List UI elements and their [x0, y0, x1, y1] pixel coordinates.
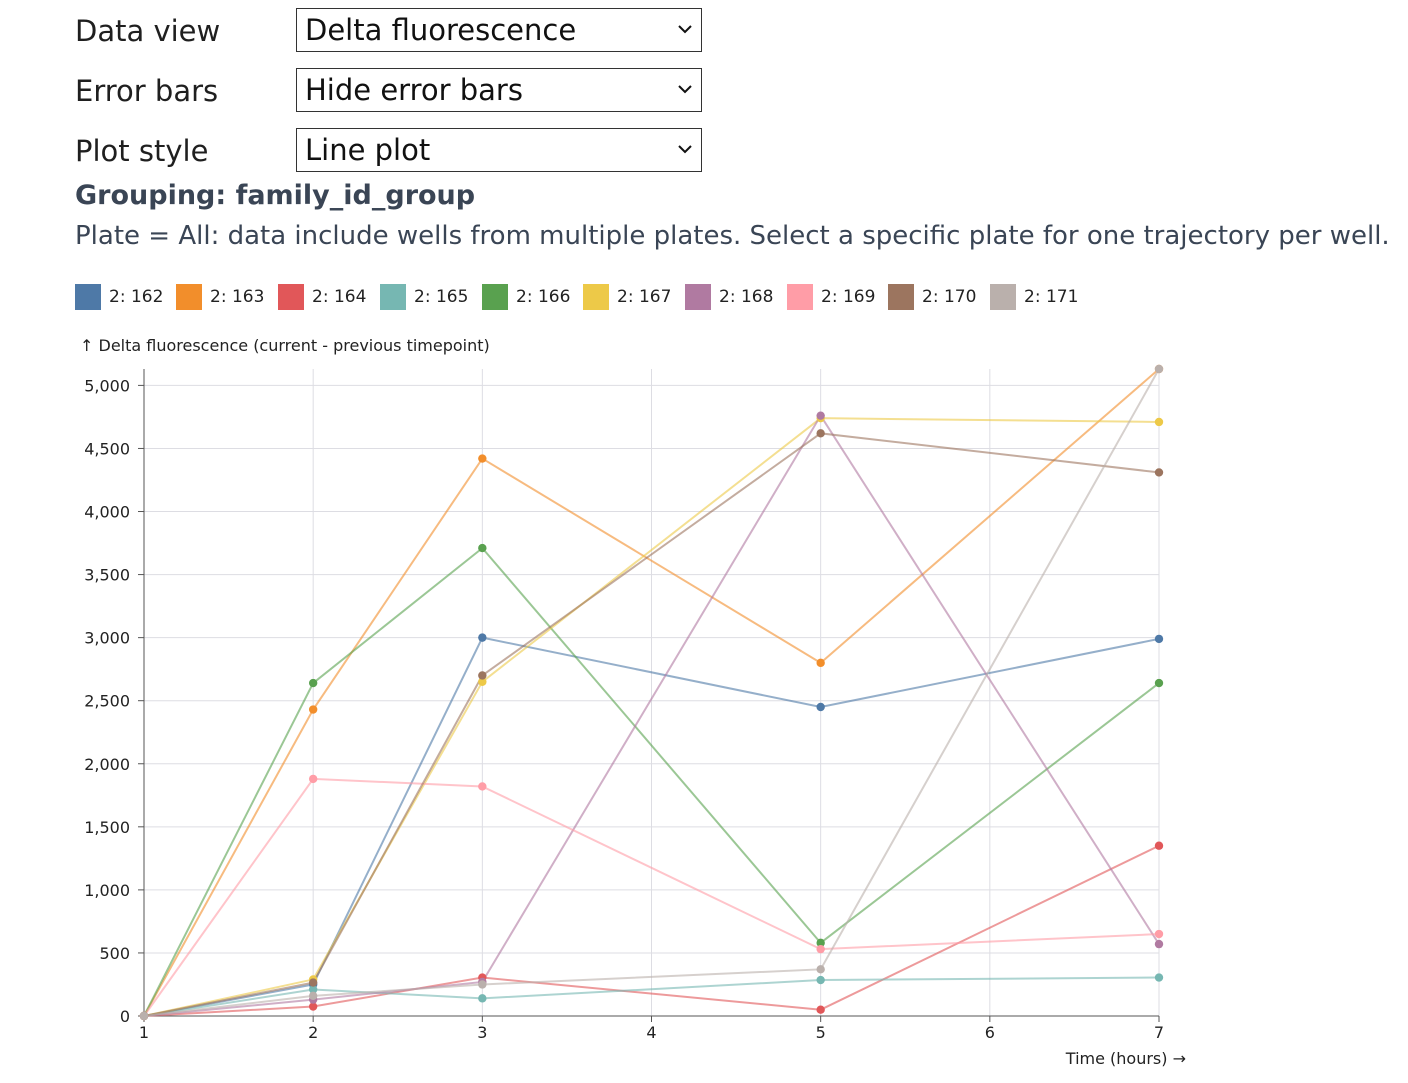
legend-swatch: [380, 284, 406, 310]
data-point: [816, 944, 825, 954]
error-bars-select-value: Hide error bars: [305, 73, 523, 107]
legend-label: 2: 165: [414, 287, 469, 307]
legend-swatch: [75, 284, 101, 310]
line-chart: 0 500 1,000 1,500 2,000 2,500 3,000 3,500 4,000 4…: [80, 336, 1186, 1068]
y-axis-title: ↑ Delta fluorescence (current - previous…: [80, 336, 490, 355]
data-point: [1154, 973, 1164, 982]
data-point: [478, 633, 487, 642]
legend-swatch: [482, 284, 508, 310]
data-point: [816, 702, 825, 712]
data-point: [816, 1005, 825, 1014]
x-tick-label: 6: [985, 1023, 995, 1042]
legend-swatch: [176, 284, 202, 310]
error-bars-select[interactable]: Hide error bars: [296, 68, 702, 112]
data-point: [308, 978, 318, 987]
y-tick-label: 4,500: [84, 439, 130, 458]
plot-style-select-value: Line plot: [305, 133, 431, 167]
plot-style-row: Plot style Line plot: [75, 128, 715, 174]
data-point: [1154, 634, 1164, 644]
legend-label: 2: 170: [922, 287, 977, 307]
legend-label: 2: 167: [617, 287, 672, 307]
data-point: [1154, 929, 1164, 939]
y-tick-label: 1,500: [84, 818, 130, 837]
x-tick-label: 1: [139, 1023, 149, 1042]
y-tick-label: 500: [99, 944, 130, 963]
data-point: [139, 1011, 149, 1021]
x-tick-label: 5: [816, 1023, 826, 1042]
plot-style-label: Plot style: [75, 134, 209, 168]
legend-label: 2: 163: [210, 287, 265, 307]
x-axis-title: Time (hours) →: [1065, 1049, 1186, 1068]
data-point: [816, 658, 825, 668]
data-point: [816, 411, 825, 420]
error-bars-label: Error bars: [75, 74, 219, 108]
legend-label: 2: 166: [516, 287, 571, 307]
data-point: [308, 774, 318, 784]
data-point: [478, 543, 487, 553]
y-tick-label: 1,000: [84, 881, 130, 900]
data-point: [478, 671, 487, 680]
grouping-heading: Grouping: family_id_group: [75, 180, 476, 211]
legend-label: 2: 169: [821, 287, 876, 307]
legend-swatch: [583, 284, 609, 310]
x-tick-label: 2: [308, 1023, 318, 1042]
data-point: [478, 980, 487, 989]
data-view-label: Data view: [75, 14, 221, 48]
data-point: [1154, 417, 1164, 427]
y-tick-label: 5,000: [84, 376, 130, 395]
data-point: [308, 705, 318, 714]
y-tick-label: 3,500: [84, 566, 130, 585]
data-point: [308, 678, 318, 688]
x-tick-label: 4: [646, 1023, 656, 1042]
data-point: [816, 965, 825, 974]
x-tick-label: 3: [477, 1023, 487, 1042]
data-point: [1154, 841, 1164, 850]
data-point: [816, 429, 825, 438]
data-view-select[interactable]: Delta fluorescence: [296, 8, 702, 52]
chevron-down-icon: [678, 85, 692, 94]
y-tick-label: 4,000: [84, 503, 130, 522]
y-tick-label: 2,000: [84, 755, 130, 774]
data-point: [308, 985, 318, 994]
data-point: [1154, 364, 1164, 374]
data-point: [478, 782, 487, 791]
data-point: [478, 454, 487, 463]
x-tick-label: 7: [1154, 1023, 1164, 1042]
legend-label: 2: 162: [109, 287, 164, 307]
y-tick-label: 3,000: [84, 629, 130, 648]
y-tick-label: 2,500: [84, 692, 130, 711]
data-point: [816, 975, 825, 985]
data-point: [816, 938, 825, 948]
legend-swatch: [685, 284, 711, 310]
data-view-select-value: Delta fluorescence: [305, 13, 577, 47]
data-point: [478, 994, 487, 1003]
legend-label: 2: 168: [719, 287, 774, 307]
chevron-down-icon: [678, 145, 692, 154]
legend-label: 2: 171: [1024, 287, 1079, 307]
data-view-row: Data view Delta fluorescence: [75, 8, 715, 54]
legend-swatch: [888, 284, 914, 310]
plate-note: Plate = All: data include wells from mul…: [75, 221, 1390, 251]
data-point: [308, 991, 318, 1001]
legend-swatch: [787, 284, 813, 310]
data-point: [478, 677, 487, 686]
legend-swatch: [278, 284, 304, 310]
data-point: [1154, 468, 1164, 477]
data-point: [1154, 939, 1164, 949]
legend-label: 2: 164: [312, 287, 367, 307]
chevron-down-icon: [678, 25, 692, 34]
data-point: [308, 1002, 318, 1011]
error-bars-row: Error bars Hide error bars: [75, 68, 715, 114]
data-point: [1154, 678, 1164, 688]
legend-swatch: [990, 284, 1016, 310]
plot-style-select[interactable]: Line plot: [296, 128, 702, 172]
y-tick-label: 0: [120, 1007, 130, 1026]
